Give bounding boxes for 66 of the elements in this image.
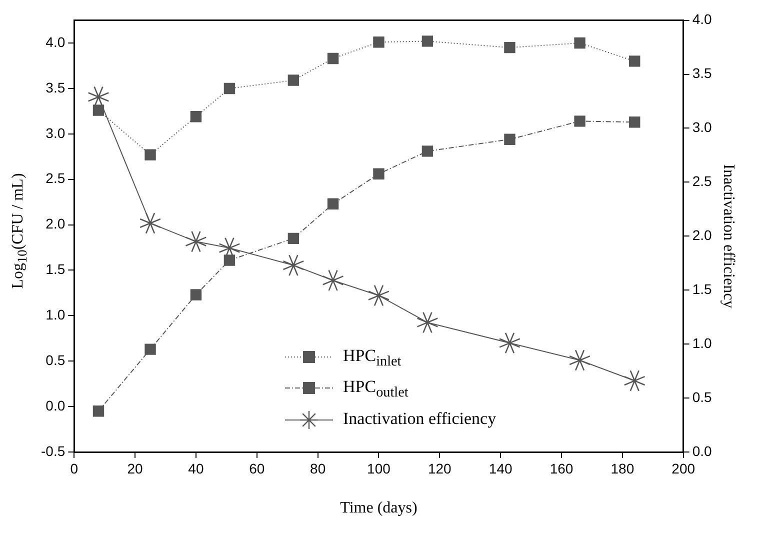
point — [282, 254, 304, 276]
point — [629, 56, 640, 67]
y-tick-label: 4.0 — [46, 34, 66, 50]
y-tick-label: 3.5 — [46, 79, 66, 96]
y2-tick-label: 3.5 — [692, 65, 712, 82]
y2-tick-label: 2.0 — [692, 227, 712, 244]
point — [568, 349, 591, 372]
point — [139, 212, 162, 234]
legend-label: HPC$_{outlet}$ — [343, 377, 408, 401]
point — [322, 270, 344, 292]
point — [92, 104, 104, 116]
point — [373, 36, 384, 48]
point — [629, 116, 640, 128]
y2-tick-label: 0.5 — [692, 388, 712, 405]
x-tick-label: 120 — [428, 460, 452, 476]
point — [224, 82, 236, 94]
point — [416, 312, 438, 334]
x-tick-label: 20 — [127, 460, 144, 476]
point — [624, 370, 646, 392]
point — [144, 344, 156, 355]
point — [504, 134, 516, 145]
point — [185, 230, 207, 252]
point — [224, 254, 236, 266]
y2-axis-title: Inactivation efficiency — [720, 164, 738, 308]
y-tick-label: -0.5 — [41, 442, 66, 459]
x-tick-label: 140 — [488, 460, 512, 476]
point — [422, 146, 434, 157]
point — [288, 74, 300, 86]
legend-label: HPC$_{inlet}$ — [343, 346, 402, 370]
y-tick-label: 0.5 — [46, 352, 66, 368]
x-tick-label: 160 — [550, 460, 574, 476]
y-tick-label: 1.5 — [46, 261, 66, 278]
x-tick-label: 200 — [672, 460, 696, 476]
x-tick-label: 80 — [310, 460, 326, 476]
y2-tick-label: 0.0 — [692, 442, 712, 459]
y-tick-label: 3.0 — [46, 124, 66, 141]
point — [190, 111, 202, 122]
point — [327, 52, 339, 64]
x-tick-label: 40 — [188, 460, 204, 476]
y-tick-label: 2.0 — [46, 216, 66, 232]
y2-tick-label: 4.0 — [692, 11, 712, 28]
point — [574, 37, 586, 49]
point — [373, 168, 384, 180]
point — [288, 232, 300, 244]
x-tick-label: 0 — [70, 460, 78, 476]
point — [92, 406, 104, 417]
x-tick-label: 60 — [249, 460, 265, 476]
x-axis-title: Time (days) — [340, 500, 418, 517]
x-tick-label: 180 — [610, 460, 634, 476]
point — [368, 284, 390, 306]
x-tick-label: 100 — [367, 460, 391, 476]
y2-tick-label: 1.5 — [692, 280, 712, 297]
point — [190, 289, 202, 300]
y2-tick-label: 2.5 — [692, 173, 712, 190]
y2-tick-label: 3.0 — [692, 119, 712, 136]
y-tick-label: 0.0 — [46, 397, 66, 414]
y2-tick-label: 1.0 — [692, 334, 712, 351]
point — [498, 332, 521, 354]
y-tick-label: 1.0 — [46, 306, 66, 323]
legend-label: Inactivation efficiency — [343, 408, 496, 428]
point — [327, 198, 339, 210]
y-tick-label: 2.5 — [46, 170, 66, 186]
point — [504, 42, 516, 54]
point — [144, 149, 156, 160]
point — [574, 116, 586, 127]
point — [422, 36, 434, 47]
